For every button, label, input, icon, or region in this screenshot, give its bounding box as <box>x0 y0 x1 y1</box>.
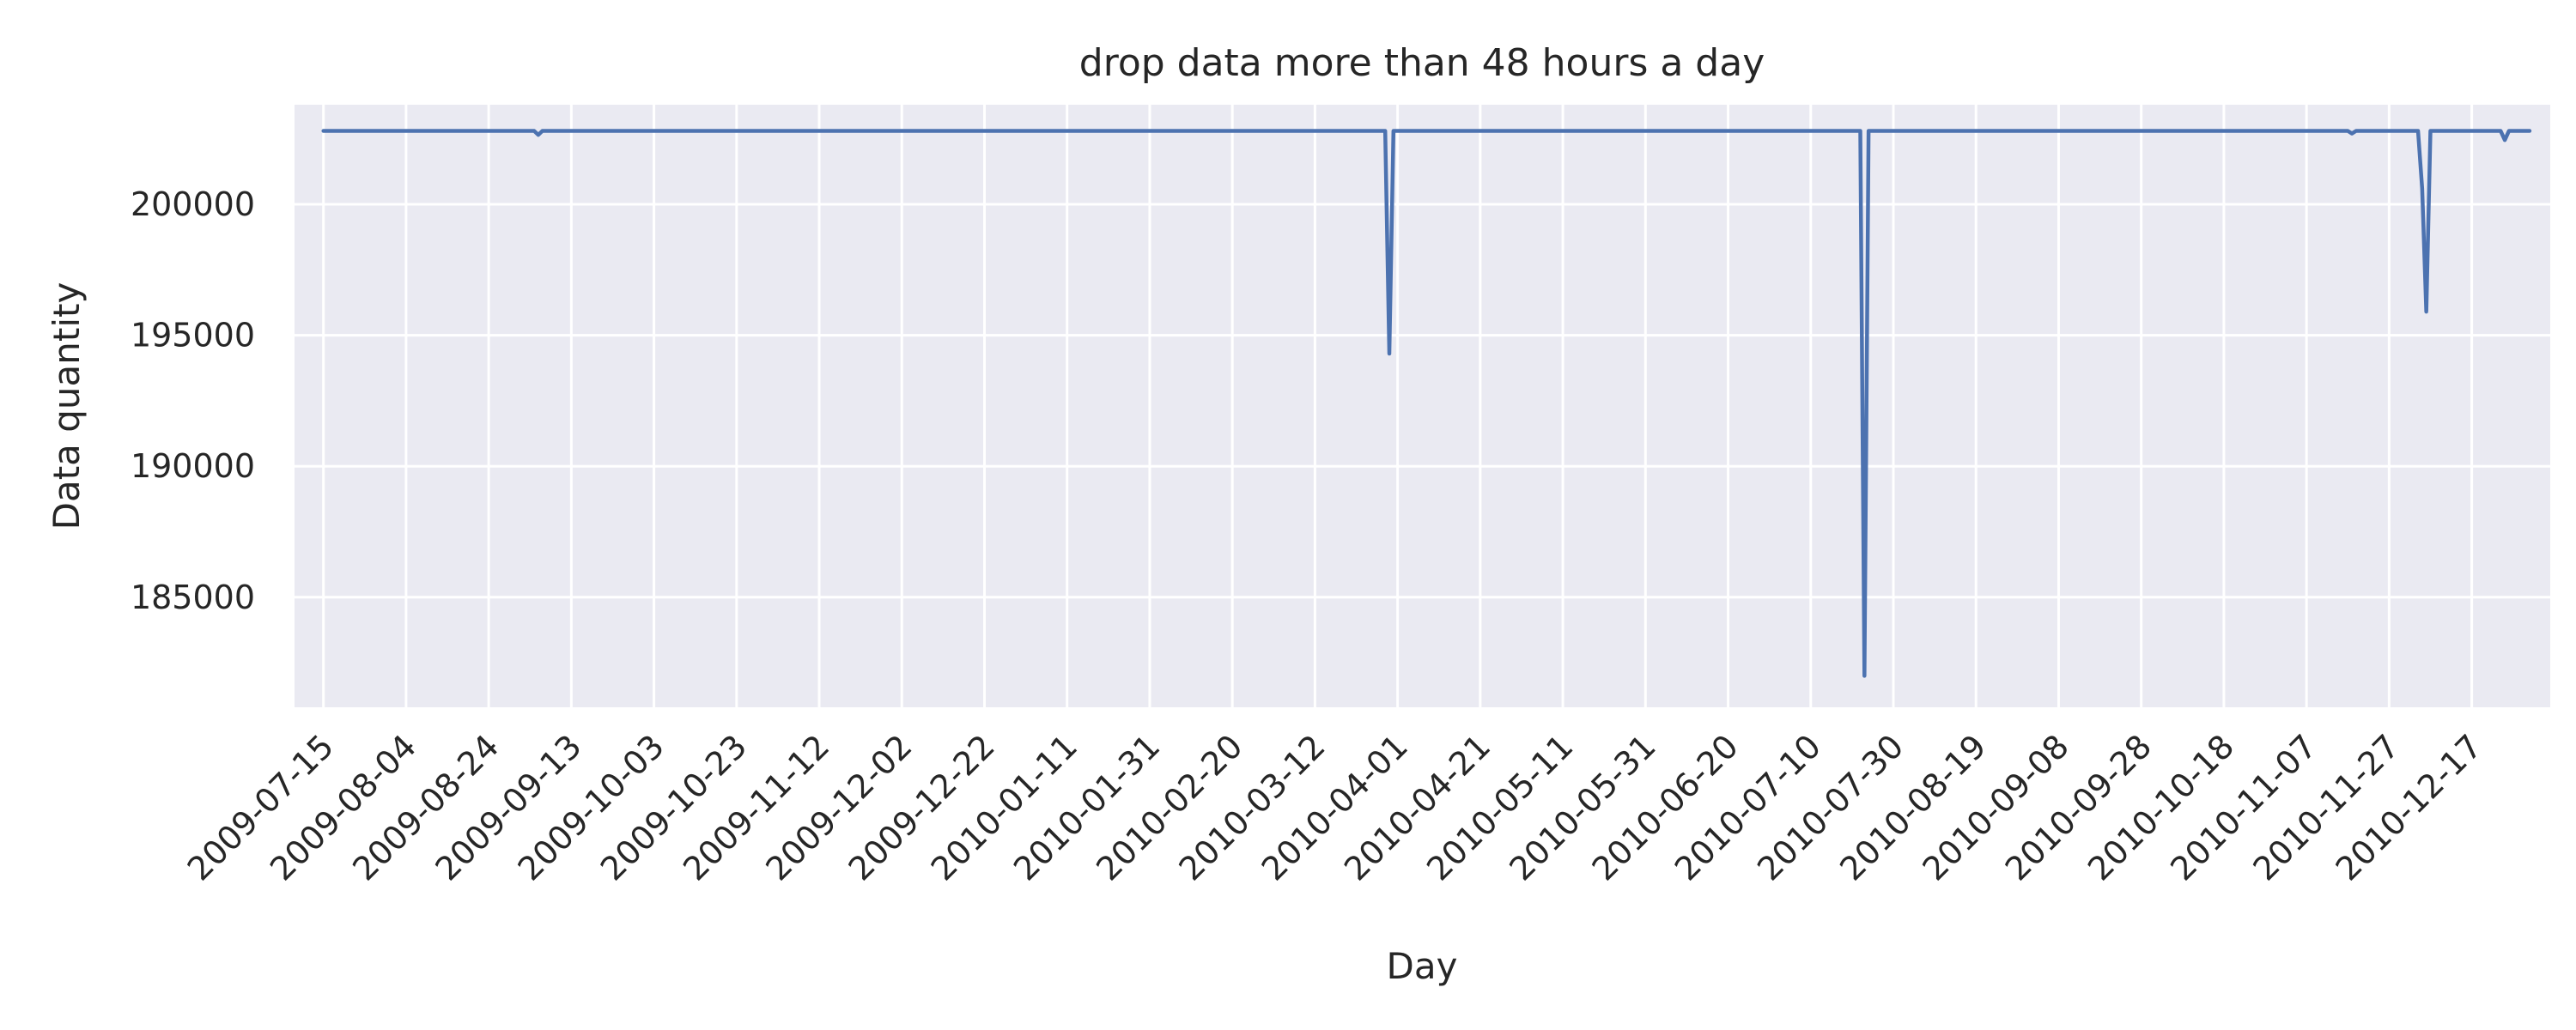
y-tick-label: 185000 <box>131 579 255 616</box>
x-axis-label: Day <box>1387 945 1458 987</box>
y-tick-label: 200000 <box>131 185 255 223</box>
x-grid <box>322 105 2474 707</box>
y-tick-labels: 185000 190000 195000 200000 <box>131 185 255 616</box>
y-axis-label: Data quantity <box>46 282 88 530</box>
y-tick-label: 190000 <box>131 447 255 485</box>
y-grid <box>295 203 2550 599</box>
chart-title: drop data more than 48 hours a day <box>1079 41 1765 85</box>
plot-area <box>295 105 2550 707</box>
x-tick-labels: 2009-07-152009-08-042009-08-242009-09-13… <box>180 727 2489 888</box>
y-tick-label: 195000 <box>131 317 255 354</box>
series-line <box>321 129 2532 678</box>
